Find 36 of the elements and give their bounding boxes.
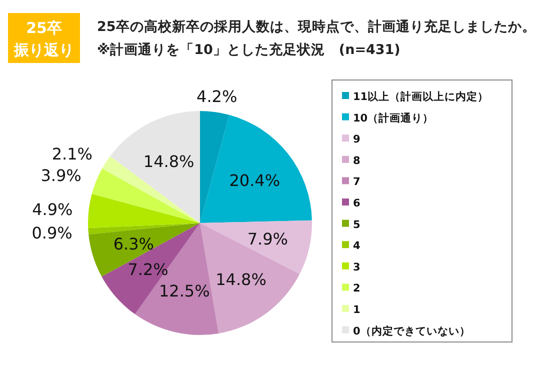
chart-title: 25卒の高校新卒の採用人数は、現時点で、計画通り充足しましたか。※計画通りを「10」とした充足状況 (n=431) — [97, 18, 536, 58]
text: 25卒 — [26, 19, 62, 37]
pie-slice — [92, 168, 200, 223]
data-label: 2.1% — [52, 144, 93, 164]
legend-label: 4 — [353, 240, 360, 252]
pie-slice — [200, 114, 312, 223]
legend-label: 5 — [353, 218, 360, 231]
legend-label: 9 — [353, 134, 360, 146]
legend-label: 10（計画通り） — [353, 111, 434, 124]
pie-slice — [200, 111, 230, 223]
legend-label: 7 — [353, 176, 360, 188]
data-label: 3.9% — [40, 166, 82, 185]
data-label: 0.9% — [32, 223, 72, 242]
data-label: 4.9% — [32, 200, 73, 220]
data-label: 12.5% — [158, 282, 210, 301]
legend-label: 8 — [353, 154, 360, 167]
pie-slice — [88, 223, 200, 277]
pie-slice — [88, 194, 200, 228]
legend-label: 6 — [353, 198, 360, 210]
legend-label: 1 — [353, 304, 360, 316]
pie-slice — [200, 220, 312, 274]
data-label: 14.8% — [216, 270, 266, 290]
text: 振り返り — [13, 41, 74, 59]
legend-label: 2 — [353, 282, 360, 295]
legend-label: 0（内定できていない） — [353, 324, 470, 338]
data-label: 20.4% — [229, 171, 280, 190]
data-label: 7.2% — [128, 260, 168, 280]
pie-slice — [110, 111, 200, 223]
legend-label: 3 — [353, 261, 360, 274]
pie-slice — [88, 223, 200, 234]
data-label: 4.2% — [196, 87, 238, 106]
data-label: 14.8% — [143, 152, 194, 171]
data-label: 6.3% — [113, 234, 154, 254]
legend-label: 11以上（計画以上に内定） — [353, 90, 489, 103]
pie-slice — [102, 156, 200, 223]
data-label: 7.9% — [247, 229, 288, 248]
